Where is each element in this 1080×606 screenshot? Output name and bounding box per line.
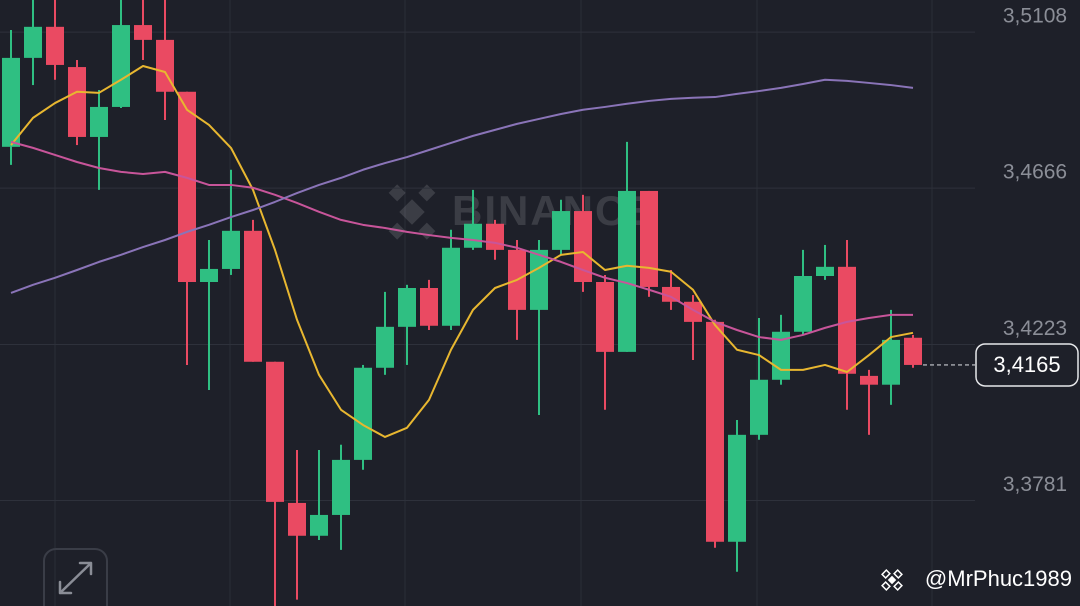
candle-body: [24, 26, 42, 58]
candle-body: [662, 286, 680, 302]
candle-body: [640, 190, 658, 287]
candle-body: [178, 91, 196, 282]
moving-average-line: [10, 78, 914, 294]
candle-body: [574, 211, 592, 282]
candle-body: [112, 25, 130, 107]
candle-body: [816, 266, 834, 276]
candle-body: [530, 249, 548, 310]
candle-body: [486, 223, 504, 250]
price-box: [975, 343, 1079, 387]
candle-body: [794, 276, 812, 332]
candle-body: [332, 459, 350, 515]
grid: [0, 31, 975, 501]
candle-body: [134, 25, 152, 40]
candle-body: [442, 247, 460, 326]
y-tick-label: 3,5108: [1003, 5, 1067, 28]
candle-body: [46, 26, 64, 65]
candle-body: [552, 211, 570, 250]
moving-average-line: [10, 65, 914, 438]
plot-area: [2, 0, 922, 606]
y-axis: 3,5108 3,4666 3,4223 3,3781 3,4165: [923, 5, 1079, 496]
credit: @MrPhuc1989: [925, 566, 1072, 591]
candle-body: [618, 190, 636, 352]
candle-body: [2, 57, 20, 147]
candle-body: [90, 106, 108, 137]
candle-body: [860, 375, 878, 385]
candle-body: [376, 326, 394, 368]
price-label: 3,4165: [993, 352, 1060, 377]
y-tick-label: 3,3781: [1003, 473, 1067, 496]
candle-body: [838, 266, 856, 374]
candle-body: [354, 367, 372, 460]
y-tick-label: 3,4666: [1003, 161, 1067, 184]
expand-frame[interactable]: [43, 548, 108, 606]
candle-body: [706, 321, 724, 542]
candle-body: [420, 288, 438, 326]
candle-body: [684, 301, 702, 322]
expand-icon[interactable]: [58, 561, 93, 595]
y-tick-label: 3,4223: [1003, 317, 1067, 340]
candle-body: [68, 67, 86, 137]
candle-body: [904, 337, 922, 365]
candle-body: [310, 514, 328, 536]
expand-button[interactable]: [43, 548, 108, 606]
candle-body: [398, 288, 416, 327]
candle-body: [882, 339, 900, 385]
candle-body: [728, 434, 746, 542]
candle-body: [288, 502, 306, 536]
candle-body: [244, 230, 262, 362]
moving-average-line: [10, 140, 913, 341]
credit-group: @MrPhuc1989: [881, 566, 1072, 591]
candle-body: [200, 268, 218, 282]
candle-body: [750, 379, 768, 435]
candle-body: [464, 223, 482, 248]
candle-body: [266, 361, 284, 502]
candle-body: [222, 230, 240, 269]
candle-body: [596, 282, 614, 352]
